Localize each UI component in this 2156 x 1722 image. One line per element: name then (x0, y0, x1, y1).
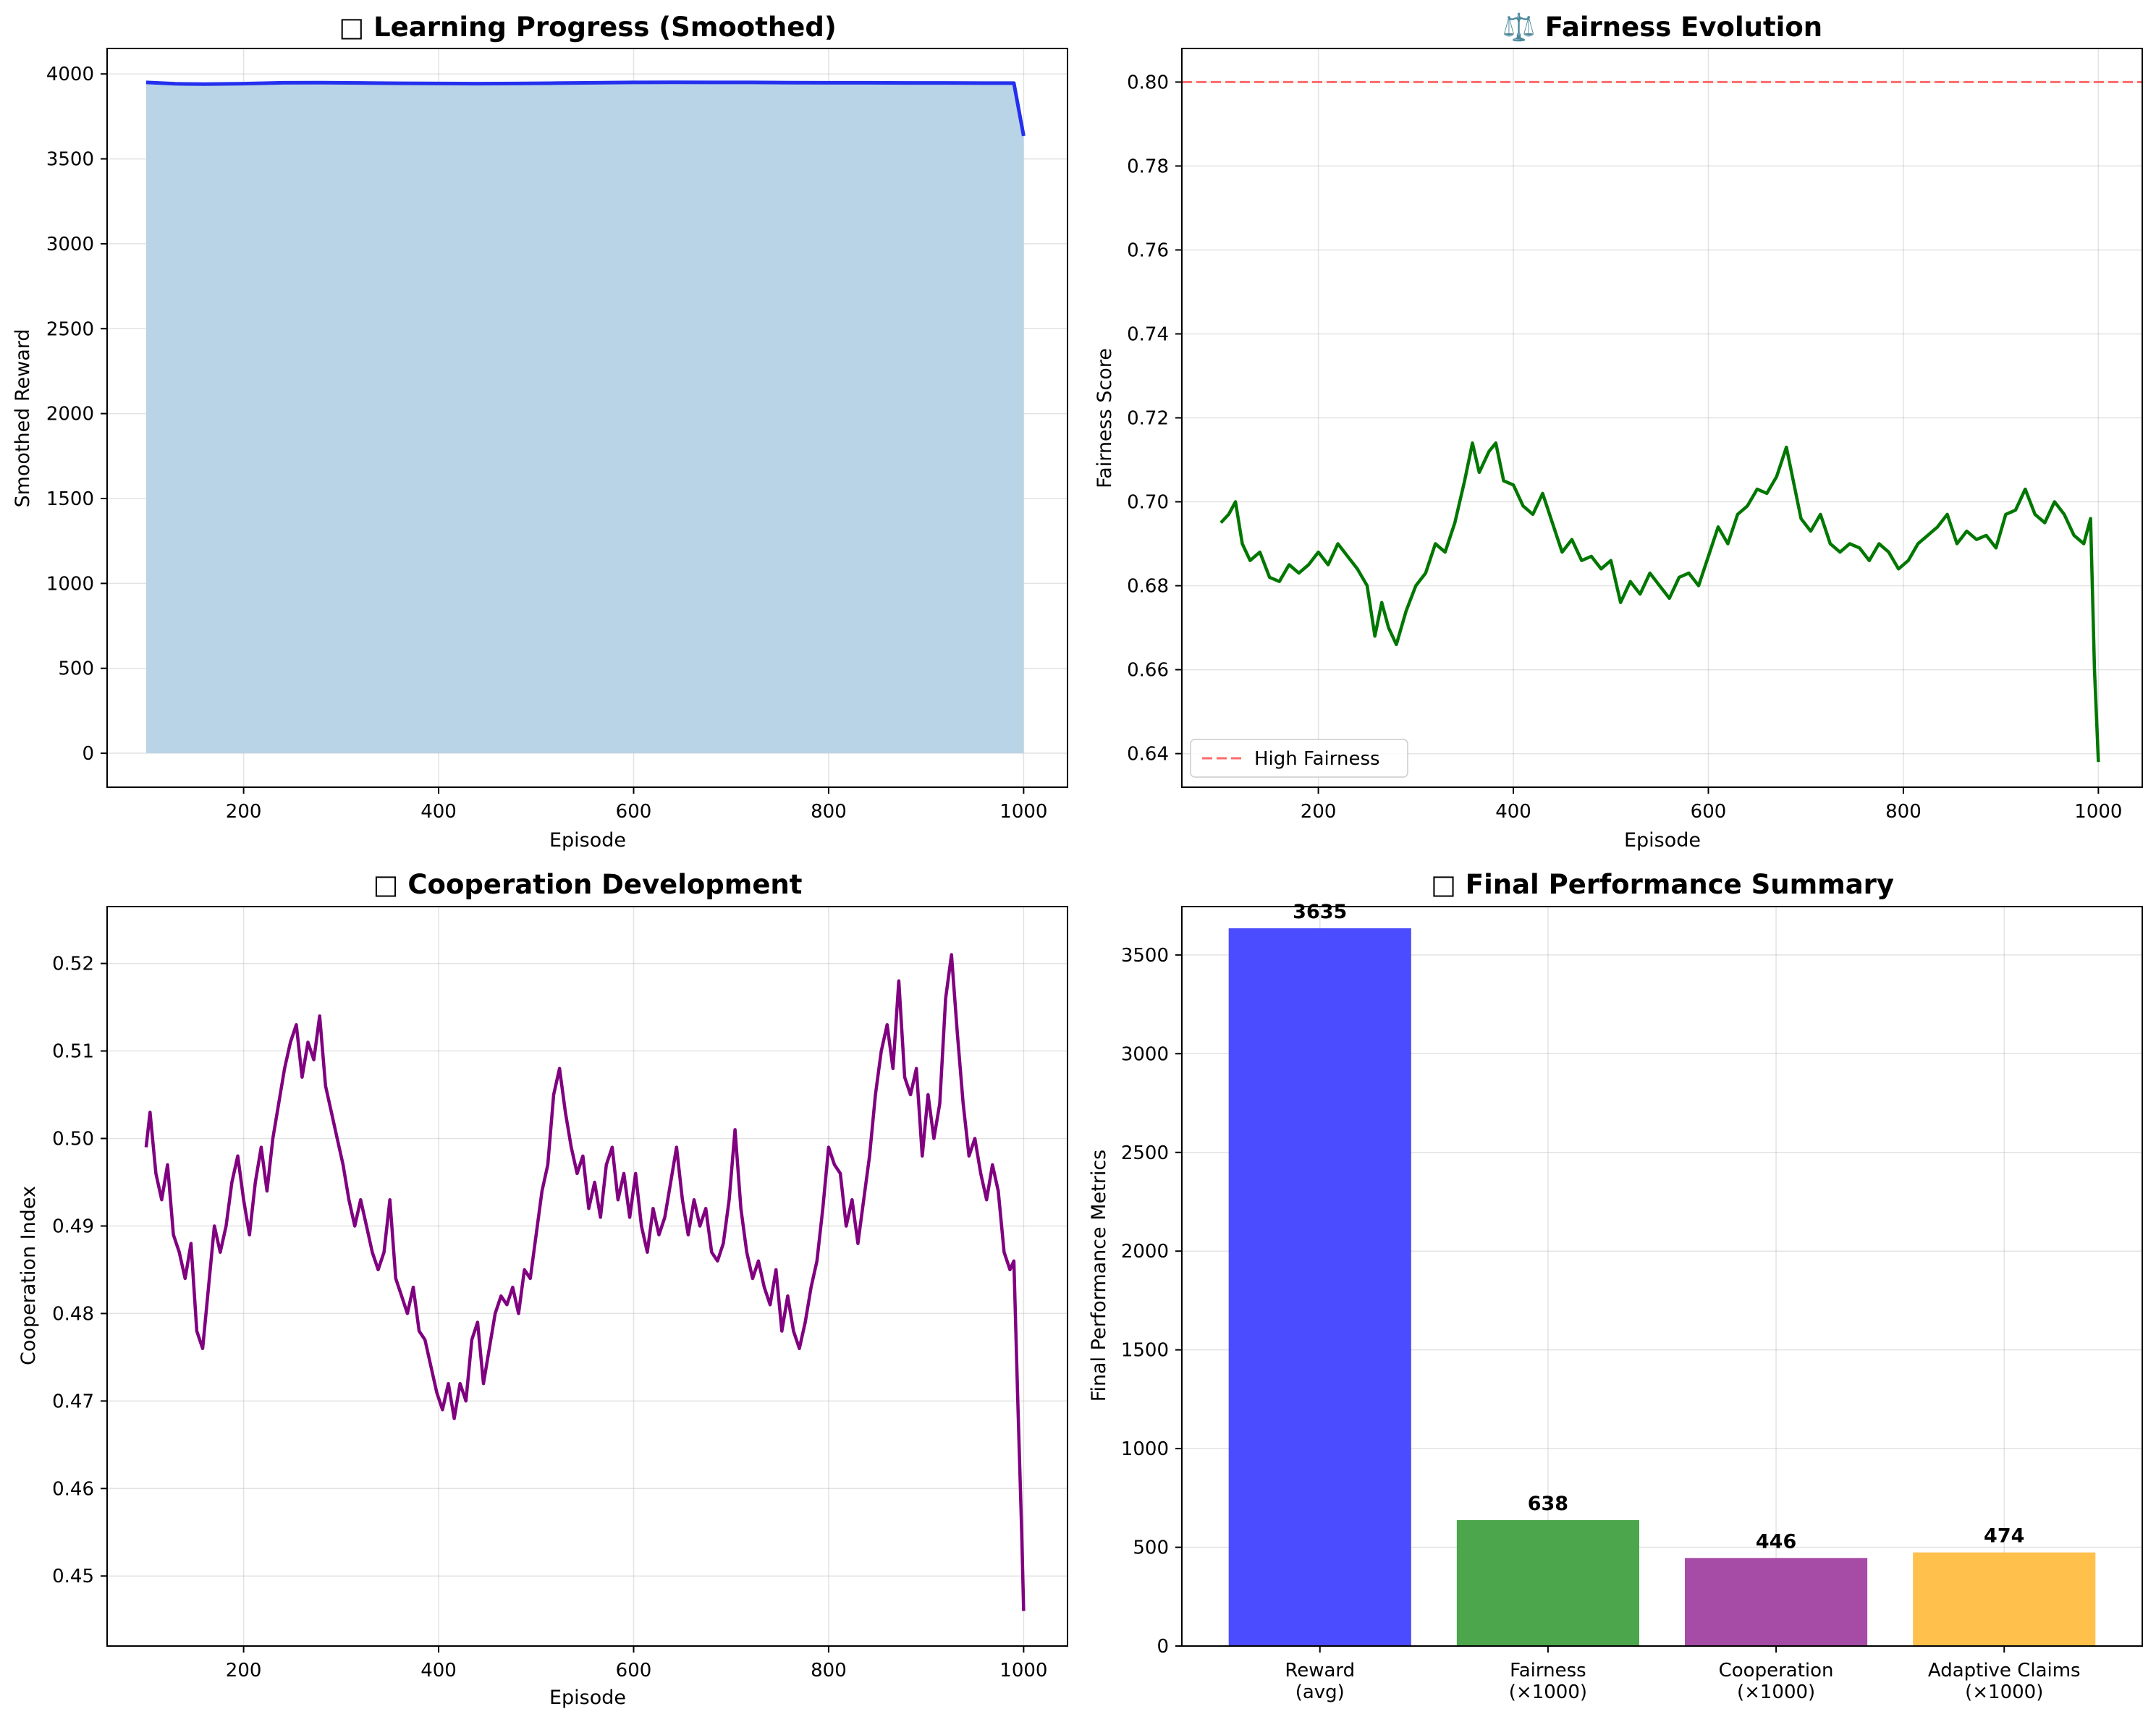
x-tick-label: 1000 (999, 801, 1047, 823)
x-tick-label: 600 (1691, 801, 1727, 823)
y-tick-label: 3000 (1121, 1043, 1169, 1065)
x-tick-label: 1000 (2074, 801, 2122, 823)
y-tick-label: 0.80 (1127, 72, 1169, 93)
cooperation-y-axis-label: Cooperation Index (17, 1186, 40, 1365)
y-tick-label: 2000 (1121, 1241, 1169, 1263)
y-tick-label: 0.66 (1127, 660, 1169, 682)
x-tick-label: Cooperation (1719, 1660, 1834, 1681)
x-tick-label: 800 (811, 1660, 847, 1681)
cooperation-chart-title: □ Cooperation Development (373, 869, 803, 900)
y-tick-label: 3000 (46, 234, 94, 255)
y-tick-label: 1000 (46, 573, 94, 595)
y-tick-label: 4000 (46, 64, 94, 85)
fairness-y-axis-label: Fairness Score (1094, 348, 1116, 488)
legend-label: High Fairness (1254, 748, 1380, 770)
bar-cooperation (1685, 1558, 1868, 1646)
x-tick-label: 1000 (999, 1660, 1047, 1681)
y-tick-label: 0 (82, 743, 94, 765)
bar-fairness (1456, 1519, 1639, 1646)
y-tick-label: 1000 (1121, 1438, 1169, 1460)
fairness-chart-title: ⚖️ Fairness Evolution (1502, 12, 1822, 43)
y-tick-label: 0.64 (1127, 744, 1169, 765)
x-tick-label: 200 (226, 801, 262, 823)
cooperation-grid (107, 907, 1068, 1646)
x-tick-label: 200 (226, 1660, 262, 1681)
summary-y-axis-label: Final Performance Metrics (1088, 1150, 1110, 1402)
cooperation-x-axis-label: Episode (549, 1687, 626, 1709)
y-tick-label: 0.45 (52, 1566, 94, 1587)
x-tick-label: 400 (1495, 801, 1531, 823)
x-tick-label: 400 (420, 801, 457, 823)
x-tick-label: Reward (1285, 1660, 1355, 1681)
y-tick-label: 500 (58, 658, 94, 680)
cooperation-development-chart: □ Cooperation Development Episode Cooper… (17, 869, 1068, 1709)
fairness-legend: High Fairness (1190, 739, 1408, 778)
x-tick-label: 800 (1885, 801, 1922, 823)
cooperation-series-line (144, 953, 1026, 1611)
learning-series-line (145, 80, 1026, 137)
y-tick-label: 3500 (46, 149, 94, 171)
x-tick-label: (×1000) (1509, 1681, 1587, 1703)
learning-x-axis-label: Episode (549, 829, 626, 852)
x-tick-label: (avg) (1295, 1681, 1345, 1703)
y-tick-label: 0.78 (1127, 156, 1169, 177)
learning-area-fill (145, 82, 1024, 754)
y-tick-label: 0.74 (1127, 323, 1169, 345)
y-tick-label: 2500 (1121, 1142, 1169, 1164)
y-tick-label: 0.52 (52, 954, 94, 975)
y-tick-label: 3500 (1121, 945, 1169, 967)
fairness-x-axis-label: Episode (1624, 829, 1701, 852)
x-tick-label: 600 (616, 1660, 652, 1681)
learning-progress-chart: □ Learning Progress (Smoothed) Episode S… (12, 12, 1068, 852)
summary-plot-frame (1181, 906, 2143, 1647)
y-tick-label: 0.72 (1127, 408, 1169, 430)
x-tick-label: (×1000) (1965, 1681, 2043, 1703)
y-tick-label: 0 (1157, 1636, 1169, 1658)
y-tick-label: 0.49 (52, 1216, 94, 1237)
x-tick-label: 200 (1301, 801, 1337, 823)
y-tick-label: 0.47 (52, 1391, 94, 1412)
final-performance-summary-chart: □ Final Performance Summary Final Perfor… (1088, 869, 2143, 1703)
x-tick-label: 600 (616, 801, 652, 823)
summary-chart-title: □ Final Performance Summary (1431, 869, 1894, 900)
y-tick-label: 0.76 (1127, 239, 1169, 261)
fairness-plot-frame (1181, 48, 2143, 788)
y-tick-label: 500 (1133, 1538, 1169, 1559)
bar-value-label: 446 (1756, 1530, 1796, 1553)
y-tick-label: 0.50 (52, 1129, 94, 1150)
bar-reward (1228, 928, 1411, 1646)
fairness-evolution-chart: ⚖️ Fairness Evolution Episode Fairness S… (1094, 12, 2143, 852)
x-tick-label: (×1000) (1737, 1681, 1815, 1703)
x-tick-label: Adaptive Claims (1928, 1660, 2081, 1681)
y-tick-label: 0.68 (1127, 576, 1169, 598)
fairness-series-line (1219, 441, 2100, 763)
learning-y-axis-label: Smoothed Reward (12, 328, 34, 507)
cooperation-plot-frame (106, 906, 1068, 1647)
y-tick-label: 2000 (46, 404, 94, 425)
learning-chart-title: □ Learning Progress (Smoothed) (339, 12, 836, 43)
y-tick-label: 2500 (46, 318, 94, 340)
y-tick-label: 0.70 (1127, 492, 1169, 514)
y-tick-label: 0.46 (52, 1478, 94, 1500)
bar-value-label: 638 (1528, 1493, 1568, 1515)
x-tick-label: Fairness (1510, 1660, 1586, 1681)
bar-adaptive-claims (1913, 1552, 2096, 1646)
bar-value-label: 474 (1984, 1525, 2024, 1548)
learning-plot-frame (106, 48, 1068, 788)
y-tick-label: 1500 (1121, 1340, 1169, 1362)
legend-box (1190, 739, 1408, 778)
x-tick-label: 800 (811, 801, 847, 823)
x-tick-label: 400 (420, 1660, 457, 1681)
y-tick-label: 0.51 (52, 1041, 94, 1063)
y-tick-label: 1500 (46, 488, 94, 510)
bar-value-label: 3635 (1293, 901, 1347, 923)
y-tick-label: 0.48 (52, 1303, 94, 1325)
